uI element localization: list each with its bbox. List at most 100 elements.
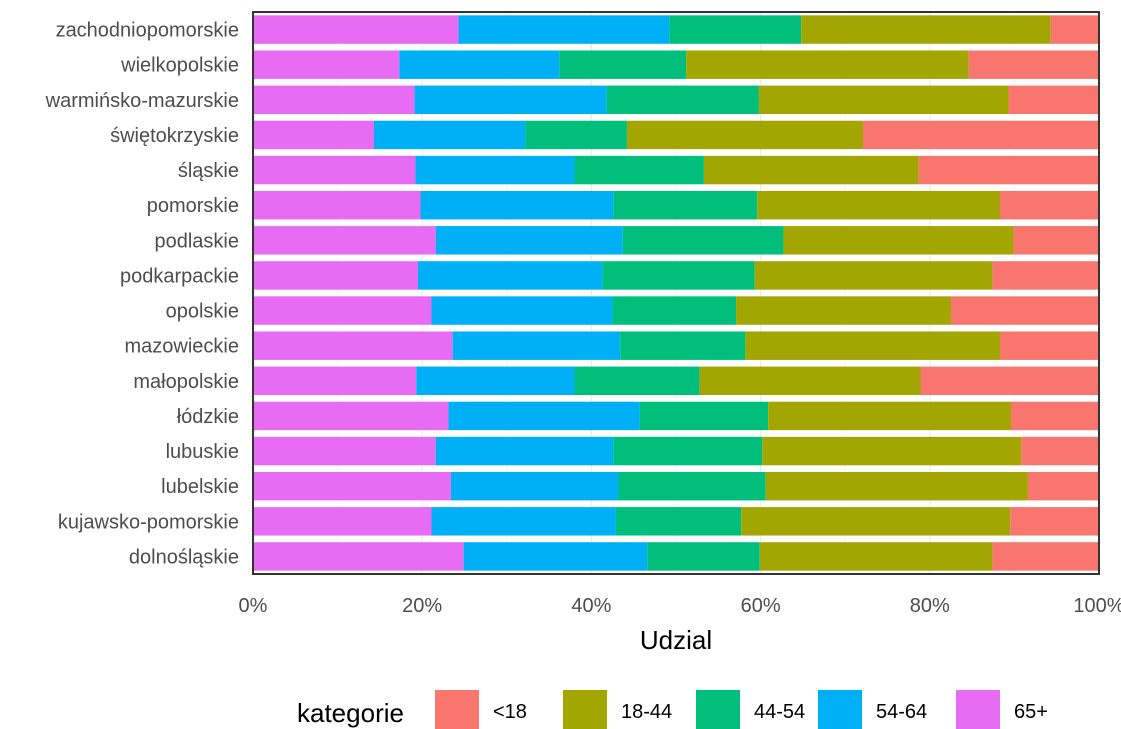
- y-tick-label: zachodniopomorskie: [56, 20, 239, 42]
- bar-segment: [253, 155, 416, 185]
- bar-segment: [703, 155, 919, 185]
- bar-segment: [618, 471, 766, 501]
- legend-label: <18: [493, 701, 527, 723]
- bar-segment: [253, 542, 464, 571]
- bar-segment: [431, 507, 616, 536]
- y-tick-label: opolskie: [166, 301, 239, 323]
- legend-label: 44-54: [754, 701, 805, 723]
- bar-segment: [613, 190, 758, 220]
- bar-segment: [417, 261, 603, 290]
- bar-segment: [373, 120, 526, 150]
- bar-segment: [968, 50, 1099, 79]
- bar-segment: [253, 401, 449, 431]
- bar-segment: [736, 296, 951, 325]
- bar-segment: [416, 366, 575, 396]
- bar-segment: [1011, 401, 1099, 431]
- y-tick-label: podkarpackie: [120, 265, 239, 287]
- bar-segment: [253, 296, 432, 325]
- bar-segment: [754, 261, 993, 290]
- bar-segment: [765, 471, 1028, 501]
- legend-key: [696, 690, 740, 729]
- y-tick-label: warmińsko-mazurskie: [45, 90, 239, 112]
- bar-segment: [452, 331, 621, 360]
- y-tick-label: małopolskie: [133, 371, 239, 393]
- bar-segment: [626, 120, 863, 150]
- bar-segment: [574, 155, 704, 185]
- bars: [253, 15, 1099, 571]
- x-tick-labels: 0% 20% 40% 60% 80% 100%: [239, 595, 1121, 617]
- bar-segment: [463, 542, 648, 571]
- x-tick-label: 100%: [1073, 595, 1121, 617]
- bar-segment: [920, 366, 1099, 396]
- bar-segment: [918, 155, 1099, 185]
- bar-segment: [613, 436, 763, 466]
- bar-segment: [647, 542, 760, 571]
- bar-segment: [1010, 507, 1099, 536]
- y-tick-label: lubelskie: [161, 476, 239, 498]
- bar-segment: [1000, 190, 1099, 220]
- bar-segment: [992, 261, 1099, 290]
- bar-segment: [759, 542, 993, 571]
- bar-segment: [525, 120, 627, 150]
- bar-segment: [420, 190, 614, 220]
- bar-segment: [620, 331, 746, 360]
- y-tick-label: łódzkie: [177, 406, 239, 428]
- bar-segment: [253, 226, 436, 255]
- bar-segment: [450, 471, 619, 501]
- legend-key: [563, 690, 607, 729]
- bar-segment: [602, 261, 755, 290]
- x-tick-label: 60%: [741, 595, 781, 617]
- bar-segment: [1027, 471, 1099, 501]
- y-tick-label: wielkopolskie: [120, 55, 239, 77]
- bar-segment: [992, 542, 1099, 571]
- bar-segment: [639, 401, 769, 431]
- x-tick-label: 40%: [571, 595, 611, 617]
- y-tick-label: pomorskie: [147, 195, 239, 217]
- legend-label: 65+: [1014, 701, 1048, 723]
- y-tick-label: świętokrzyskie: [110, 125, 239, 147]
- bar-segment: [559, 50, 687, 79]
- bar-segment: [253, 471, 451, 501]
- bar-segment: [253, 366, 417, 396]
- bar-segment: [253, 120, 374, 150]
- bar-segment: [612, 296, 737, 325]
- bar-segment: [415, 155, 575, 185]
- bar-segment: [783, 226, 1014, 255]
- bar-segment: [435, 436, 614, 466]
- bar-segment: [741, 507, 1011, 536]
- legend-label: 54-64: [876, 701, 927, 723]
- y-tick-label: dolnośląskie: [129, 546, 239, 568]
- bar-segment: [762, 436, 1022, 466]
- bar-segment: [1050, 15, 1099, 44]
- bar-segment: [253, 507, 432, 536]
- bar-segment: [435, 226, 623, 255]
- bar-segment: [862, 120, 1099, 150]
- legend-label: 18-44: [621, 701, 672, 723]
- bar-segment: [615, 507, 742, 536]
- plot-border: [252, 11, 1100, 575]
- bar-segment: [431, 296, 613, 325]
- y-tick-label: śląskie: [178, 160, 239, 182]
- y-tick-label: mazowieckie: [125, 336, 239, 358]
- bar-segment: [686, 50, 969, 79]
- bar-segment: [253, 50, 400, 79]
- bar-segment: [574, 366, 700, 396]
- bar-segment: [1000, 331, 1099, 360]
- y-tick-label: podlaskie: [154, 230, 239, 252]
- bar-segment: [253, 85, 415, 115]
- x-tick-label: 80%: [910, 595, 950, 617]
- bar-segment: [253, 436, 436, 466]
- legend-title: kategorie: [297, 698, 404, 728]
- bar-segment: [399, 50, 560, 79]
- bar-segment: [950, 296, 1099, 325]
- legend-key: [818, 690, 862, 729]
- bar-segment: [1013, 226, 1099, 255]
- bar-segment: [669, 15, 802, 44]
- bar-segment: [757, 190, 1001, 220]
- y-tick-labels: zachodniopomorskie wielkopolskie warmińsko…: [45, 20, 239, 569]
- bar-segment: [253, 331, 453, 360]
- x-tick-label: 20%: [402, 595, 442, 617]
- bar-segment: [253, 15, 459, 44]
- bar-segment: [699, 366, 921, 396]
- bar-segment: [414, 85, 607, 115]
